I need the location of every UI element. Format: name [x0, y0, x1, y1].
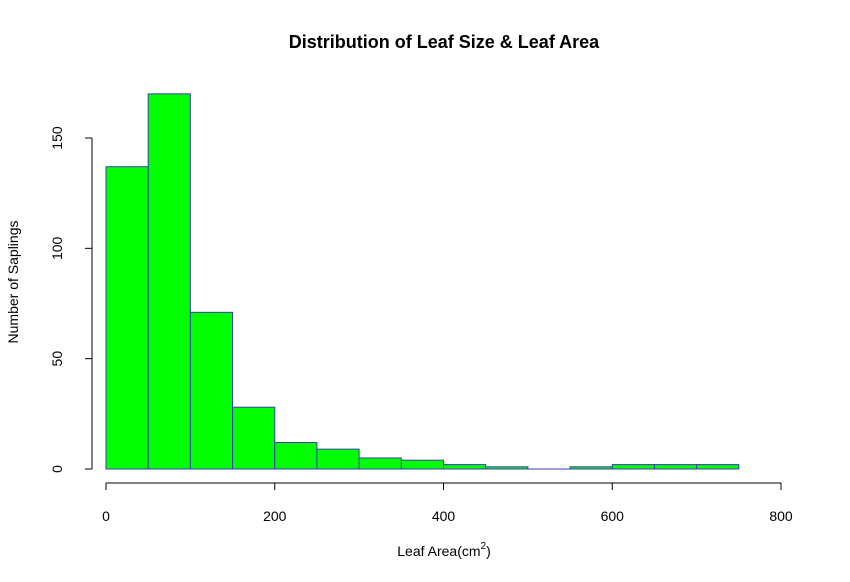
histogram-bar: [653, 464, 698, 470]
histogram-bar: [274, 442, 318, 470]
histogram-bar: [443, 464, 487, 470]
x-tick-label: 0: [102, 508, 110, 524]
histogram-bar: [569, 466, 613, 470]
x-axis-label-superscript: 2: [481, 541, 487, 552]
x-axis-label: Leaf Area(cm2): [397, 541, 491, 559]
x-tick-label: 200: [263, 508, 287, 524]
y-tick-label: 100: [49, 236, 65, 260]
histogram-bar: [400, 459, 444, 470]
histogram-bar: [105, 166, 149, 470]
y-axis: 0 50 100 150: [49, 126, 93, 473]
histogram-bar: [611, 464, 655, 470]
histogram-bar: [316, 448, 360, 470]
chart-title: Distribution of Leaf Size & Leaf Area: [289, 32, 600, 52]
x-tick-label: 800: [769, 508, 793, 524]
x-tick-label: 400: [432, 508, 456, 524]
bars-group: [105, 93, 740, 470]
histogram-bar: [232, 406, 276, 470]
histogram-bar: [147, 93, 191, 470]
x-axis: 0 200 400 600 800: [102, 482, 793, 524]
histogram-bar: [696, 464, 740, 470]
histogram-bar: [485, 466, 529, 470]
y-tick-label: 0: [49, 465, 65, 473]
histogram-bar: [358, 457, 402, 470]
y-tick-label: 50: [49, 351, 65, 367]
y-axis-label: Number of Saplings: [5, 221, 21, 344]
x-tick-label: 600: [601, 508, 625, 524]
y-tick-label: 150: [49, 126, 65, 150]
histogram-bar: [189, 311, 234, 470]
